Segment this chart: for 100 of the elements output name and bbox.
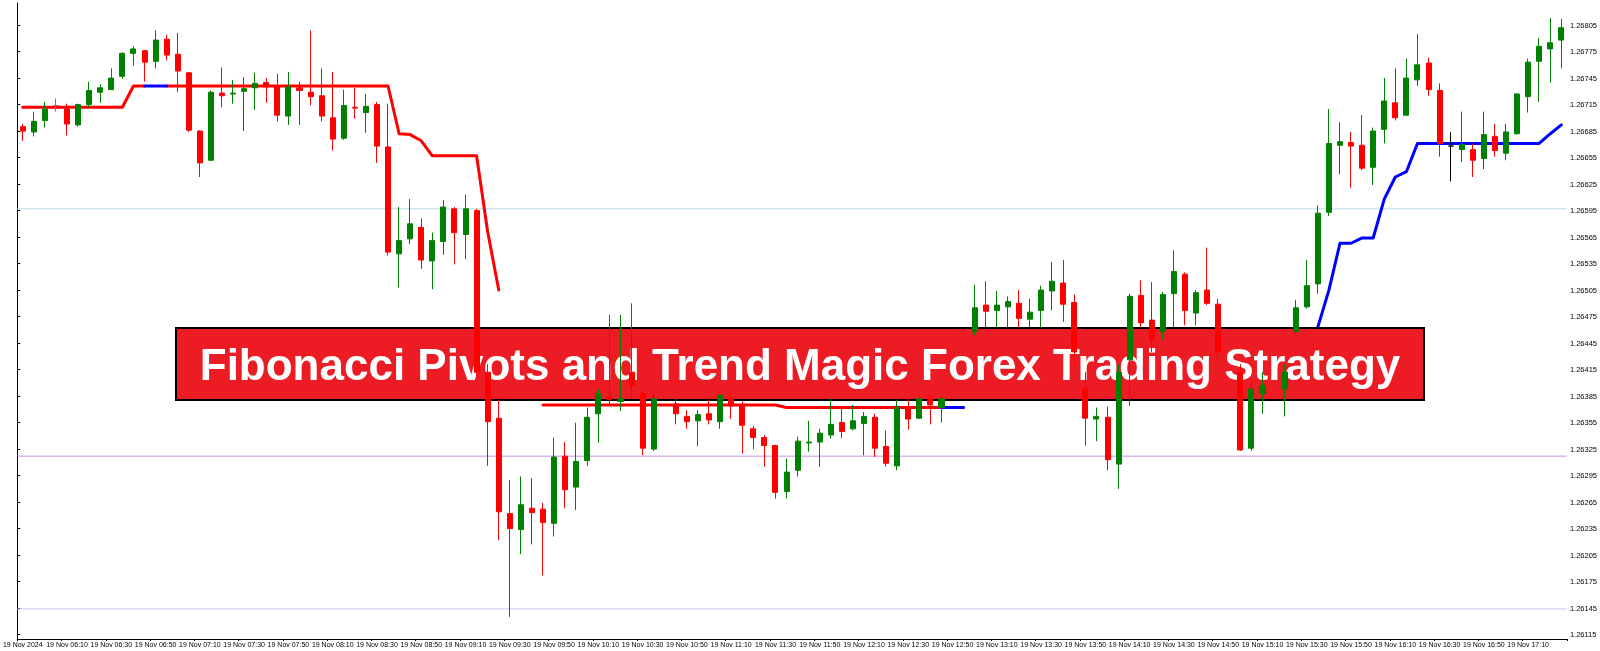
candlestick [496, 399, 502, 541]
candlestick [1337, 121, 1343, 175]
candlestick [1525, 58, 1531, 114]
candlestick [1027, 298, 1033, 328]
candlestick [983, 280, 989, 328]
candlestick [1093, 407, 1099, 442]
candlestick [518, 475, 524, 555]
candlestick [1547, 17, 1553, 83]
candlestick [352, 87, 358, 120]
candlestick [1171, 249, 1177, 328]
candlestick [916, 394, 922, 420]
candlestick [938, 394, 945, 424]
candlestick [1138, 279, 1144, 328]
candlestick [208, 89, 214, 161]
candlestick [1536, 37, 1542, 103]
candlestick [1414, 33, 1420, 87]
candlestick [407, 198, 413, 245]
candlestick [1304, 259, 1310, 310]
candlestick [418, 218, 424, 270]
candlestick [164, 34, 170, 61]
candlestick [396, 206, 402, 288]
candlestick [872, 413, 878, 458]
candlestick [750, 425, 756, 450]
candlestick [717, 392, 723, 430]
candlestick [551, 437, 557, 538]
candlestick [972, 284, 978, 336]
candlestick [806, 420, 812, 453]
candlestick [463, 194, 469, 260]
candlestick [1381, 77, 1387, 144]
candlestick [130, 45, 136, 67]
candlestick [363, 93, 369, 134]
candlestick [1160, 291, 1166, 341]
candlestick [772, 444, 778, 500]
candlestick [795, 436, 801, 477]
candlestick [142, 49, 148, 83]
candlestick [252, 72, 258, 111]
candlestick [1049, 261, 1055, 311]
candlestick [817, 428, 823, 468]
candlestick [1370, 127, 1376, 186]
candlestick [1204, 247, 1210, 306]
candlestick [197, 129, 203, 178]
candlestick [507, 479, 513, 618]
candlestick [1016, 289, 1022, 328]
candlestick [1426, 57, 1432, 97]
candlestick [1448, 131, 1454, 182]
candlestick [595, 388, 601, 444]
candlestick [1326, 108, 1332, 217]
candlestick [1215, 298, 1221, 361]
candlestick [894, 399, 900, 471]
candlestick [285, 71, 291, 126]
candlestick [1392, 67, 1398, 121]
candlestick [540, 502, 546, 576]
candlestick [695, 409, 701, 447]
candlestick [584, 407, 590, 467]
candlestick [31, 111, 37, 137]
candlestick [153, 29, 159, 69]
candlestick [385, 103, 391, 257]
candlestick [529, 477, 535, 545]
candlestick [573, 422, 579, 511]
candlestick [1105, 406, 1111, 471]
candlestick [1315, 204, 1321, 295]
candlestick [1038, 285, 1044, 328]
candlestick [241, 76, 247, 132]
candlestick [230, 79, 236, 105]
candlestick [883, 430, 889, 468]
candlestick [861, 411, 867, 456]
candlestick [119, 51, 125, 80]
candlestick [994, 290, 1000, 328]
candlestick [1503, 123, 1509, 161]
candlestick [1470, 142, 1476, 178]
candlestick [1492, 123, 1498, 158]
candlestick [75, 103, 81, 128]
candlestick [562, 441, 568, 509]
candlestick [108, 67, 114, 91]
candlestick [684, 409, 690, 430]
candlestick [1437, 82, 1443, 158]
candlestick [1005, 295, 1011, 328]
candlestick [1514, 92, 1520, 136]
candlestick [86, 81, 92, 108]
candlestick [1481, 111, 1487, 170]
candlestick [1348, 131, 1354, 189]
candlestick [1060, 259, 1066, 323]
candlestick [1558, 18, 1564, 69]
candlestick [97, 83, 103, 104]
candlestick [651, 392, 657, 452]
candlestick [64, 103, 70, 136]
candlestick [53, 97, 59, 113]
candlestick [429, 232, 435, 290]
candlestick [451, 206, 457, 265]
candlestick [761, 434, 767, 468]
candlestick [42, 101, 48, 129]
candlestick [1359, 114, 1365, 171]
candlestick [341, 89, 347, 141]
candlestick [1182, 271, 1188, 326]
candlestick [440, 199, 446, 256]
candlestick [1193, 289, 1199, 326]
candlestick [374, 101, 380, 164]
candlestick [1459, 111, 1465, 163]
candlestick [1293, 299, 1299, 336]
candlestick [1403, 58, 1409, 117]
